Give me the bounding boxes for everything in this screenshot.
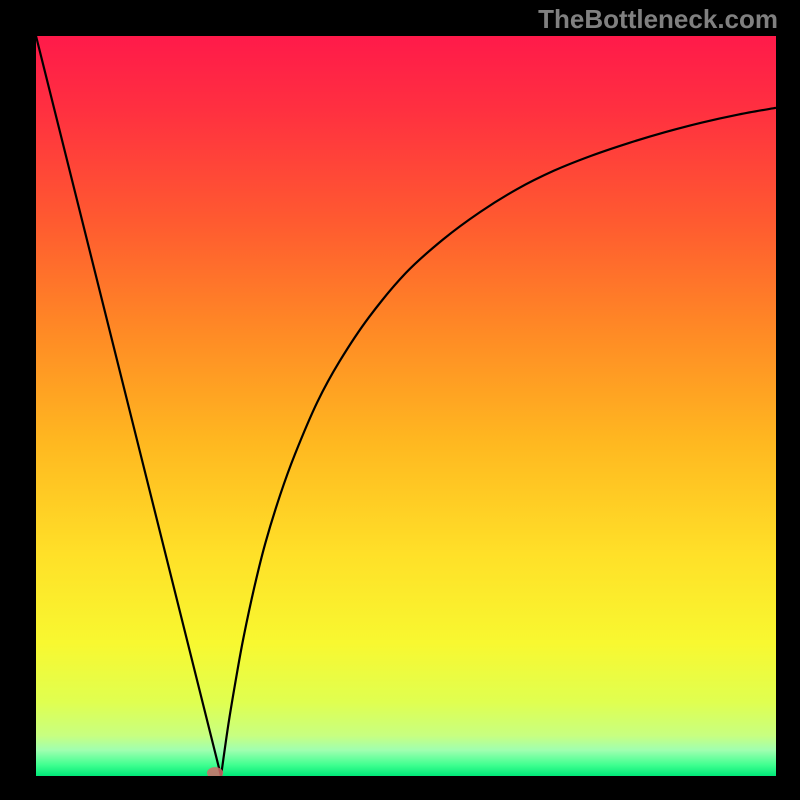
watermark-text: TheBottleneck.com — [538, 4, 778, 35]
plot-svg — [36, 36, 776, 776]
plot-background — [36, 36, 776, 776]
plot-area — [36, 36, 776, 776]
